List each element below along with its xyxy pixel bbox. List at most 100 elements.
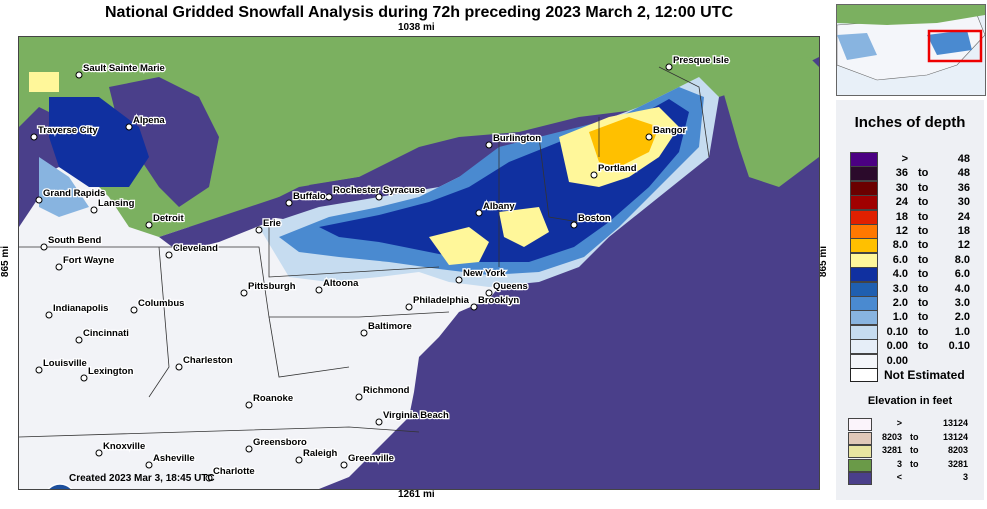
city-label: Erie [263, 218, 281, 229]
city-label: Indianapolis [53, 303, 108, 314]
city-marker [130, 306, 138, 314]
city-label: Queens [493, 281, 528, 292]
legend-low: > [896, 418, 902, 428]
legend-row: 2.0 to 3.0 [850, 296, 980, 311]
city-marker [45, 311, 53, 319]
legend-swatch [850, 224, 878, 239]
legend-to: to [918, 340, 929, 353]
city-label: Detroit [153, 213, 184, 224]
bottom-distance-label: 1261 mi [398, 489, 435, 500]
legend-high: 8.0 [954, 253, 970, 266]
legend-swatch [848, 472, 872, 486]
city-marker [35, 196, 43, 204]
legend-swatch [848, 445, 872, 459]
legend-row: 12 to 18 [850, 224, 980, 239]
city-label: South Bend [48, 235, 101, 246]
land-canada [19, 37, 819, 237]
legend-high: 48 [957, 153, 970, 165]
legend-row: 4.0 to 6.0 [850, 267, 980, 283]
legend-low: 8203 [881, 431, 902, 442]
legend-to: to [918, 325, 929, 338]
legend-to: to [918, 311, 929, 324]
city-label: Greensboro [253, 437, 307, 448]
city-label: Charleston [183, 355, 233, 366]
city-label: Brooklyn [478, 295, 519, 306]
city-marker [285, 199, 293, 207]
legend-row: 1.0 to 2.0 [850, 310, 980, 326]
lake-ontario [309, 177, 394, 199]
city-marker [35, 366, 43, 374]
legend-row: 0.00 to 0.10 [850, 339, 980, 355]
city-label: Baltimore [368, 321, 412, 332]
legend-row: 6.0 to 8.0 [850, 252, 980, 268]
left-distance-label: 865 mi [0, 245, 12, 278]
legend-row: 30 to 36 [850, 180, 980, 196]
city-label: Lansing [98, 198, 135, 209]
city-label: Syracuse [383, 185, 425, 196]
city-label: Asheville [153, 453, 195, 464]
city-marker [485, 289, 493, 297]
legend-to: to [918, 239, 929, 252]
legend-low: 0.10 [886, 325, 908, 338]
city-label: Greenville [348, 453, 394, 464]
legend-row: 0.00 [850, 353, 980, 369]
city-marker [30, 133, 38, 141]
legend-low: 3.0 [892, 282, 908, 295]
city-label: Louisville [43, 358, 87, 369]
city-label: Boston [578, 213, 611, 224]
legend-high: 3 [962, 472, 968, 483]
legend-to: to [918, 282, 929, 295]
legend-swatch [850, 209, 878, 225]
legend-high: 24 [957, 210, 970, 223]
legend-row: 24 to 30 [850, 195, 980, 211]
legend-high: 2.0 [954, 311, 970, 324]
city-label: Pittsburgh [248, 281, 296, 292]
city-label: Sault Sainte Marie [83, 63, 165, 74]
city-marker [175, 363, 183, 371]
snow-heaviest-maine [589, 117, 659, 167]
inset-view-rectangle [927, 29, 983, 63]
snowfall-map[interactable]: Sault Sainte Marie Presque Isle Traverse C… [18, 36, 820, 490]
city-marker [245, 445, 253, 453]
lake-erie [159, 197, 299, 252]
legend-to: to [918, 167, 929, 180]
legend-to: to [918, 253, 929, 266]
legend-swatch [850, 152, 878, 167]
legend-row: 3281 to 8203 [848, 445, 982, 459]
legend-swatch [850, 166, 878, 182]
legend-to: to [918, 297, 929, 309]
city-label: Burlington [493, 133, 541, 144]
city-marker [40, 243, 48, 251]
legend-low: 3281 [881, 445, 902, 456]
legend-low: 4.0 [892, 268, 908, 281]
city-label: Alpena [133, 115, 165, 126]
city-marker [360, 329, 368, 337]
legend-row: 8203 to 13124 [848, 431, 982, 445]
city-label: Knoxville [103, 441, 145, 452]
legend-row: >13124 [848, 418, 982, 431]
inset-canvas [837, 5, 985, 95]
legend-high: 48 [957, 167, 970, 180]
legend-to: to [910, 431, 919, 442]
legend-high: 3281 [947, 458, 968, 469]
legend-swatch [850, 195, 878, 211]
city-marker [255, 226, 263, 234]
inset-locator-map[interactable] [836, 4, 986, 96]
city-label: Albany [483, 201, 515, 212]
legend-row: 0.10 to 1.0 [850, 324, 980, 340]
legend-swatch [850, 252, 878, 268]
top-distance-label: 1038 mi [398, 22, 435, 33]
city-marker [80, 374, 88, 382]
legend-low: 1.0 [892, 311, 908, 324]
city-marker [240, 289, 248, 297]
legend-high: 1.0 [954, 325, 970, 338]
legend-to: to [918, 181, 929, 194]
city-marker [375, 193, 383, 201]
city-label: Virginia Beach [383, 410, 449, 421]
city-label: New York [463, 268, 506, 279]
legend-low: 2.0 [892, 297, 908, 309]
city-marker [475, 209, 483, 217]
legend-to: to [910, 445, 919, 456]
legend-low: 3 [896, 458, 902, 469]
legend-swatch [850, 267, 878, 283]
